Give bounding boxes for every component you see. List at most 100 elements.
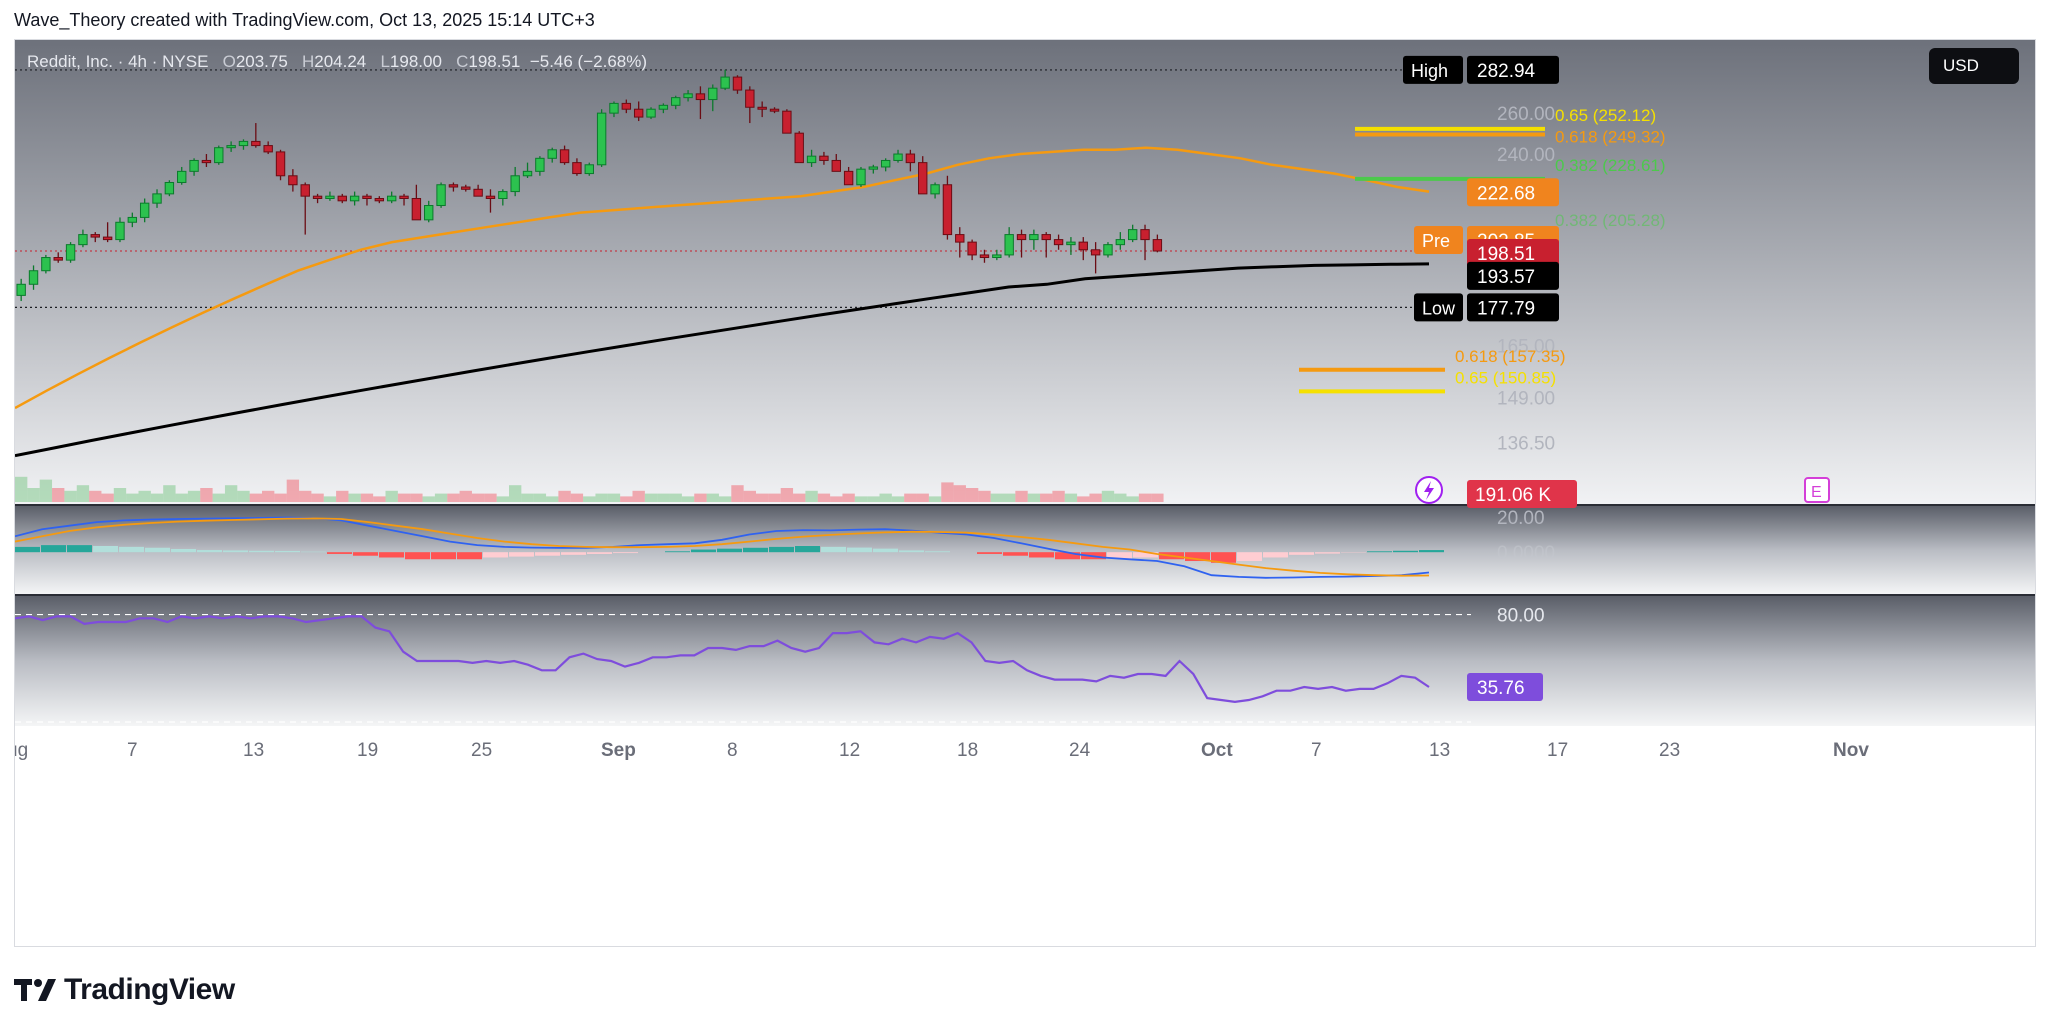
candle-body	[461, 186, 471, 190]
volume-bar	[570, 493, 584, 502]
price-axis-tick-label: 240.00	[1497, 145, 1555, 166]
chart-container[interactable]: 260.00240.00165.00149.00136.50124.500.65…	[14, 39, 2036, 947]
candle-body	[424, 205, 434, 221]
rsi-pane-background	[15, 596, 2035, 726]
candle-body	[633, 108, 644, 118]
volume-bar	[1015, 490, 1028, 502]
open-label: O	[222, 52, 236, 71]
candle-body	[251, 140, 261, 147]
volume-bar	[237, 490, 250, 502]
candle-body	[485, 195, 496, 199]
macd-histogram-bar	[93, 546, 118, 553]
volume-bar	[1077, 496, 1090, 502]
candle-body	[745, 89, 755, 108]
high-price-tag-label-box	[1403, 55, 1463, 84]
volume-bar	[681, 496, 695, 502]
tradingview-logo[interactable]: TradingView	[14, 970, 235, 1010]
symbol-legend: Reddit, Inc. · 4h · NYSE O203.75 H204.24…	[27, 52, 647, 72]
volume-bar	[434, 493, 448, 502]
volume-bar	[731, 485, 744, 502]
macd-histogram-bar	[873, 548, 898, 553]
candle-body	[386, 195, 397, 202]
close-value: 198.51	[468, 52, 521, 71]
macd-histogram-bar	[977, 552, 1002, 554]
volume-bar	[200, 488, 213, 502]
volume-bar	[138, 490, 151, 502]
volume-bar	[27, 488, 40, 502]
volume-bar	[187, 490, 201, 502]
volume-bar	[484, 493, 497, 502]
time-axis-background	[15, 726, 2035, 946]
macd-histogram-bar	[1237, 552, 1262, 562]
volume-bar	[1138, 493, 1152, 502]
candle-body	[164, 181, 175, 195]
volume-bar	[323, 496, 337, 502]
candle-body	[127, 216, 138, 223]
macd-histogram-bar	[743, 547, 768, 553]
price-axis-tick-label: 136.50	[1497, 433, 1555, 454]
candle-body	[1066, 241, 1076, 246]
candle-body	[1016, 234, 1027, 241]
candle-body	[300, 184, 310, 197]
volume-bar	[496, 496, 509, 502]
macd-histogram-bar	[925, 551, 950, 553]
volume-bar	[89, 490, 102, 502]
volume-bar	[385, 490, 398, 502]
macd-histogram-bar	[1003, 552, 1028, 556]
candle-body	[349, 195, 360, 202]
ema200-price-tag-box	[1467, 261, 1559, 290]
candle-body	[757, 106, 767, 110]
candle-body	[90, 234, 100, 238]
macd-histogram-bar	[665, 551, 690, 553]
candle-body	[547, 149, 557, 159]
pre-market-price-tag-label-box	[1414, 225, 1463, 254]
volume-bar	[1052, 490, 1065, 502]
macd-histogram-bar	[1055, 552, 1080, 560]
volume-bar	[620, 496, 633, 502]
candle-body	[288, 175, 298, 186]
candle-body	[782, 110, 792, 134]
currency-button[interactable]: USD	[1929, 48, 2019, 84]
candle-body	[1127, 229, 1138, 241]
ema-200-line	[15, 262, 1430, 458]
volume-bar	[842, 493, 855, 502]
chart-canvas[interactable]: 260.00240.00165.00149.00136.50124.500.65…	[15, 40, 2035, 946]
macd-histogram-bar	[1419, 550, 1444, 553]
volume-bar	[941, 482, 954, 502]
candle-body	[28, 270, 39, 285]
low-price-tag-box	[1467, 293, 1559, 322]
open-value: 203.75	[235, 52, 288, 71]
volume-bar	[163, 485, 176, 502]
volume-bar	[15, 476, 28, 502]
candle-body	[905, 153, 916, 164]
macd-histogram-bar	[1185, 552, 1210, 562]
macd-histogram-bar	[41, 545, 66, 553]
symbol-name[interactable]: Reddit, Inc. · 4h · NYSE	[27, 52, 209, 71]
low-value: 198.00	[389, 52, 442, 71]
candle-body	[918, 162, 928, 195]
macd-histogram-bar	[561, 552, 586, 555]
low-price-tag-label-box	[1414, 293, 1463, 322]
time-axis-tick-label: 7	[1311, 740, 1322, 761]
candle-body	[374, 197, 385, 202]
candle-body	[78, 234, 88, 246]
candle-body	[732, 76, 743, 91]
volume-bar	[249, 493, 262, 502]
volume-bar	[904, 493, 917, 502]
candle-body	[1004, 234, 1014, 256]
time-axis-tick-label: 7	[127, 740, 138, 761]
volume-bar	[113, 488, 127, 502]
macd-histogram-bar	[67, 545, 92, 553]
volume-bar	[150, 493, 164, 502]
time-axis-tick-label: 18	[957, 740, 978, 761]
time-axis-tick-label: Nov	[1833, 740, 1869, 761]
earnings-badge-letter: E	[1811, 484, 1822, 501]
volume-bar	[410, 493, 423, 502]
candle-body	[1115, 239, 1126, 246]
volume-bar	[546, 496, 559, 502]
candle-body	[102, 236, 113, 241]
macd-histogram-bar	[1133, 552, 1158, 558]
volume-bar	[743, 490, 756, 502]
macd-line	[15, 516, 1430, 579]
fib-level-label: 0.65 (252.12)	[1555, 106, 1656, 125]
